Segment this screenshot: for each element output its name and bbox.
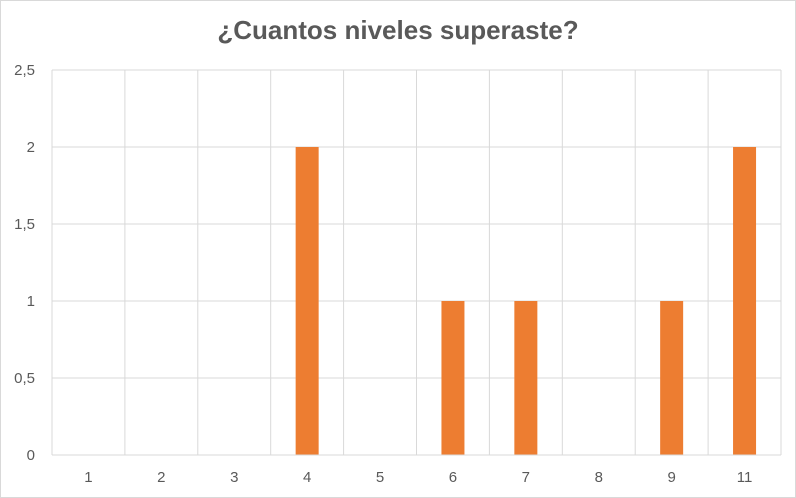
y-tick-label: 1,5 (14, 216, 35, 233)
y-tick-label: 0,5 (14, 370, 35, 387)
bar-7 (514, 301, 538, 455)
x-tick-label: 1 (84, 469, 92, 486)
x-tick-label: 8 (595, 469, 603, 486)
x-tick-label: 3 (230, 469, 238, 486)
x-tick-label: 5 (376, 469, 384, 486)
grid-layer (51, 69, 782, 455)
x-tick-label: 7 (522, 469, 530, 486)
y-tick-label: 0 (27, 447, 35, 464)
bar-4 (295, 147, 319, 455)
x-tick-labels: 1 2 3 4 5 6 7 8 9 11 (84, 469, 752, 486)
x-tick-label: 6 (449, 469, 457, 486)
x-tick-label: 9 (667, 469, 675, 486)
x-tick-label: 11 (737, 469, 753, 486)
y-tick-label: 1 (27, 293, 35, 310)
chart-title: ¿Cuantos niveles superaste? (217, 15, 579, 45)
y-tick-labels: 0 0,5 1 1,5 2 2,5 (14, 62, 35, 464)
bar-9 (660, 301, 684, 455)
x-tick-label: 4 (303, 469, 311, 486)
y-tick-label: 2 (27, 139, 35, 156)
x-tick-label: 2 (157, 469, 165, 486)
bar-11 (733, 147, 757, 455)
bar-6 (441, 301, 465, 455)
bar-layer (295, 147, 757, 455)
y-tick-label: 2,5 (14, 62, 35, 79)
